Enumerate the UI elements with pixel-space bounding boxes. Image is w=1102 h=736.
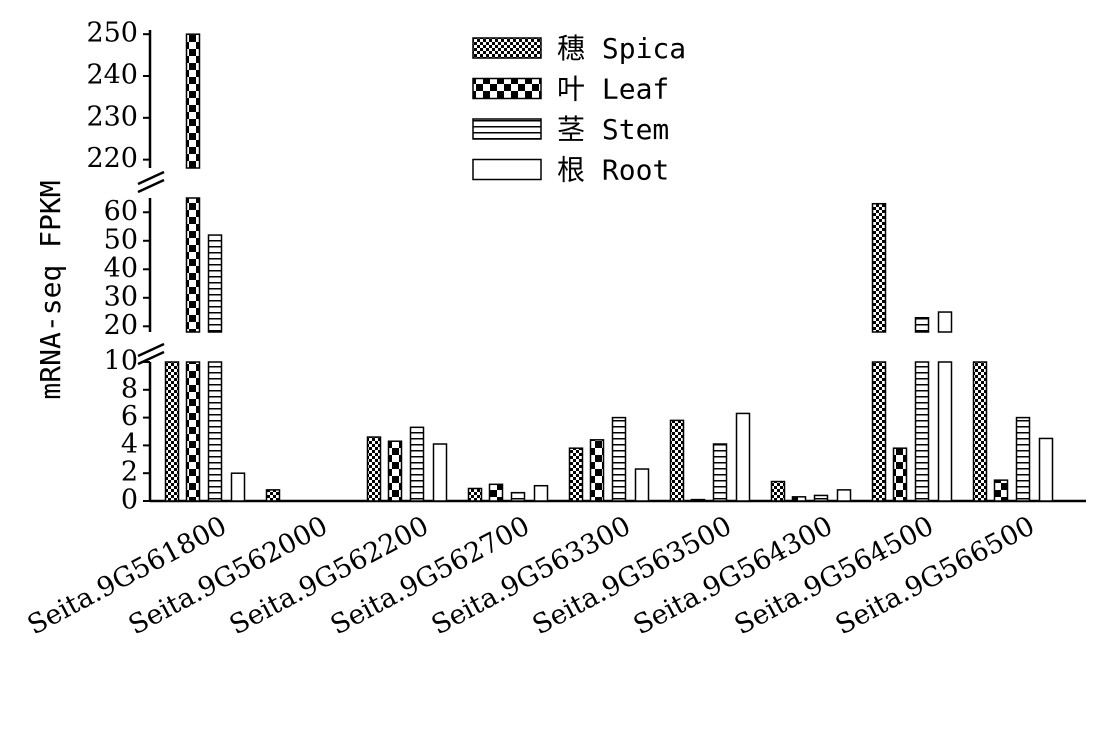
- bar: [914, 361, 930, 502]
- bar: [230, 472, 246, 502]
- bar: [265, 489, 281, 502]
- bar: [185, 197, 201, 333]
- legend-label: 茎 Stem: [557, 113, 669, 146]
- y-tick-label: 60: [104, 196, 138, 227]
- bar: [937, 361, 953, 502]
- bar: [432, 443, 448, 502]
- bar: [871, 202, 887, 333]
- bar: [366, 436, 382, 502]
- bar: [207, 361, 223, 502]
- bar: [836, 489, 852, 502]
- bar: [1038, 437, 1054, 502]
- legend-swatch: [472, 37, 542, 59]
- bar: [993, 479, 1009, 502]
- bar: [770, 480, 786, 502]
- bar: [871, 361, 887, 502]
- y-tick-label: 40: [104, 253, 138, 284]
- bar: [568, 447, 584, 502]
- y-tick-label: 230: [86, 101, 138, 132]
- legend-label: 穗 Spica: [557, 32, 686, 65]
- legend-label: 叶 Leaf: [557, 73, 669, 106]
- legend-swatch: [472, 77, 542, 100]
- y-tick-label: 4: [121, 429, 138, 460]
- y-tick-label: 2: [121, 457, 138, 488]
- y-tick-label: 20: [104, 310, 138, 341]
- y-axis-label: mRNA-seq FPKM: [34, 180, 67, 399]
- bar: [972, 361, 988, 502]
- bar: [185, 33, 201, 169]
- legend-swatch: [472, 158, 542, 181]
- bar: [207, 234, 223, 333]
- y-tick-label: 240: [86, 60, 138, 91]
- y-tick-label: 8: [121, 373, 138, 404]
- y-tick-label: 250: [86, 18, 138, 49]
- bar: [669, 419, 685, 502]
- bar: [690, 498, 706, 502]
- bar: [813, 494, 829, 502]
- bar: [164, 361, 180, 502]
- y-tick-label: 6: [121, 401, 138, 432]
- bar: [510, 491, 526, 502]
- bar: [1015, 416, 1031, 502]
- bar: [409, 426, 425, 502]
- bar: [185, 361, 201, 502]
- bar: [634, 468, 650, 502]
- legend-swatch: [472, 118, 542, 140]
- y-tick-label: 0: [121, 485, 138, 516]
- bar: [589, 439, 605, 502]
- bar: [467, 487, 483, 502]
- bar: [914, 316, 930, 333]
- legend-label: 根 Root: [557, 154, 669, 187]
- y-tick-label: 30: [104, 281, 138, 312]
- y-tick-label: 10: [104, 346, 138, 377]
- bar: [387, 440, 403, 502]
- bar: [712, 443, 728, 502]
- y-tick-label: 50: [104, 224, 138, 255]
- bar: [735, 412, 751, 502]
- y-tick-label: 220: [86, 143, 138, 174]
- axis-breaks: [137, 170, 165, 366]
- bar: [937, 311, 953, 333]
- bar: [791, 496, 807, 502]
- bar: [611, 416, 627, 502]
- bar: [488, 483, 504, 502]
- bar: [892, 447, 908, 502]
- bar: [533, 484, 549, 502]
